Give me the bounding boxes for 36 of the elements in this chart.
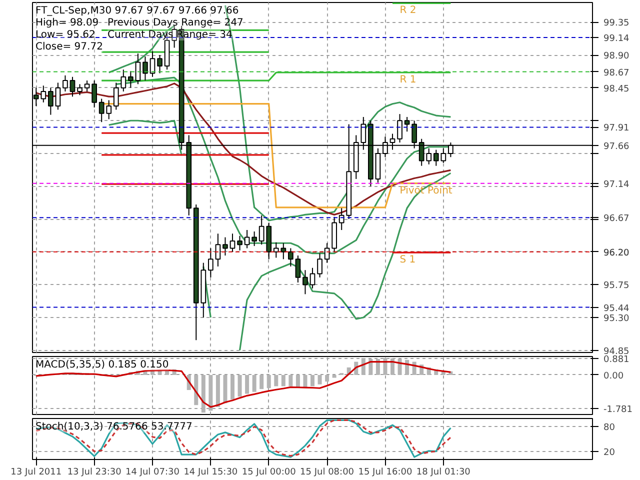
chart-title: MACD(5,35,5) 0.185 0.150 — [36, 360, 169, 370]
chart-title: FT_CL-Sep,M30 97.67 97.67 97.66 97.66 — [36, 6, 239, 16]
x-tick-label: 15 Jul 16:00 — [358, 468, 412, 478]
y-tick-label: 0.00 — [604, 371, 624, 382]
annotation: Low= 95.62 — [36, 30, 96, 40]
ref-line-label: 95.44 — [604, 304, 630, 314]
x-tick-label: 13 Jul 2011 — [10, 468, 62, 478]
ref-line-label: 97.66 — [604, 142, 630, 152]
ref-line-label: 97.14 — [604, 180, 630, 190]
x-tick-label: 14 Jul 15:30 — [184, 468, 238, 478]
annotation: Close= 97.72 — [36, 42, 103, 52]
ref-line-label: 96.67 — [604, 214, 630, 224]
y-tick-label: 80 — [604, 423, 616, 434]
y-tick-label: -1.781 — [604, 404, 633, 415]
x-tick-label: 15 Jul 08:00 — [300, 468, 354, 478]
series-label: R 1 — [400, 74, 416, 86]
y-tick-label: 0.881 — [604, 354, 630, 365]
ref-line-label: 96.20 — [604, 248, 630, 258]
x-tick-label: 14 Jul 07:30 — [126, 468, 180, 478]
y-tick-label: 98.45 — [604, 84, 630, 94]
series-label: R 2 — [400, 5, 416, 16]
annotation: High= 98.09 — [36, 18, 99, 28]
ref-line-label: 99.14 — [604, 34, 630, 44]
annotation: Previous Days Range= 247 — [108, 18, 244, 28]
x-tick-label: 13 Jul 23:30 — [67, 468, 122, 478]
y-tick-label: 95.30 — [604, 314, 630, 324]
y-tick-label: 99.35 — [604, 18, 630, 29]
y-tick-label: 98.90 — [604, 52, 630, 62]
x-tick-label: 18 Jul 01:30 — [416, 468, 471, 478]
y-tick-label: 20 — [604, 448, 616, 458]
y-tick-label: 94.85 — [604, 346, 630, 357]
x-tick-label: 15 Jul 00:00 — [242, 468, 296, 478]
series-label: S 1 — [400, 254, 416, 266]
y-tick-label: 95.75 — [604, 281, 630, 292]
ref-line-label: 98.67 — [604, 68, 630, 78]
ref-line-label: 97.91 — [604, 124, 630, 134]
